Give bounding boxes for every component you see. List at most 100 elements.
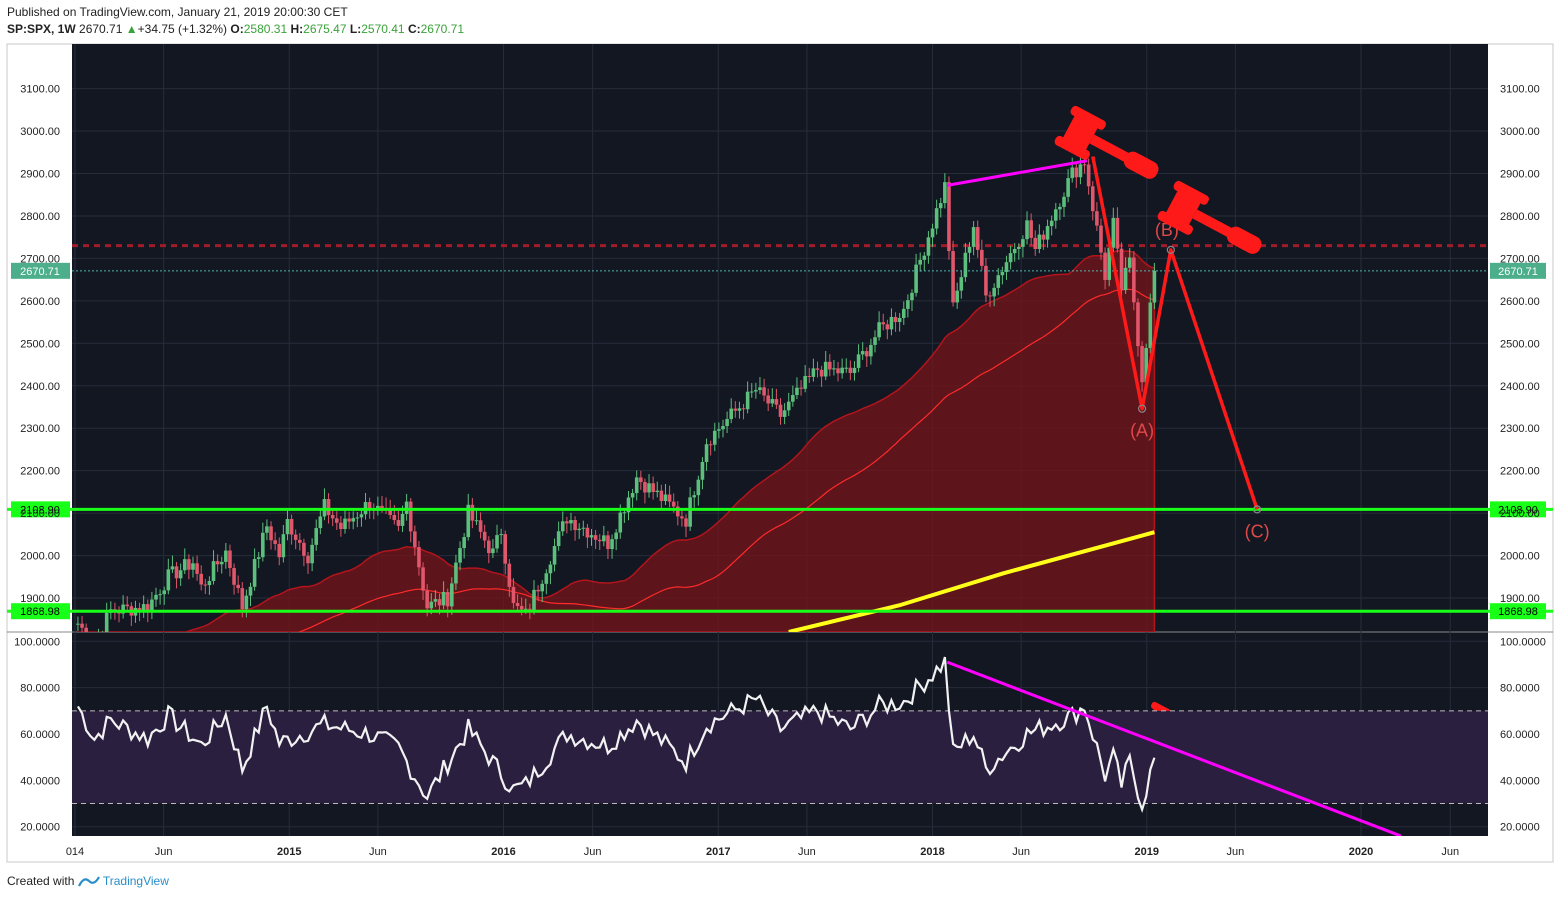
candle-body xyxy=(778,404,783,417)
candle xyxy=(306,551,310,574)
candle-body xyxy=(856,354,861,368)
candle xyxy=(795,377,799,400)
candle-body xyxy=(951,251,955,303)
candle-body xyxy=(1148,302,1153,349)
candle-body xyxy=(421,567,425,591)
candle xyxy=(1004,255,1009,280)
candle-body xyxy=(1037,234,1042,250)
candle xyxy=(413,525,417,556)
candle xyxy=(1140,341,1144,392)
ma200-line xyxy=(788,530,1155,632)
candle-body xyxy=(470,504,475,521)
candle xyxy=(873,330,877,353)
candle-body xyxy=(236,584,240,589)
candle xyxy=(334,511,339,530)
candle-body xyxy=(708,444,713,446)
candle-body xyxy=(441,591,446,606)
candle-body xyxy=(659,490,664,502)
candle-body xyxy=(1012,248,1017,254)
price-tick-right: 2100.00 xyxy=(1500,508,1540,520)
high-label: H: xyxy=(290,22,304,36)
candle-body xyxy=(121,604,125,614)
candle-body xyxy=(1111,217,1116,248)
candle-body xyxy=(832,368,836,370)
candle xyxy=(922,252,927,271)
candle-body xyxy=(437,599,442,606)
support-label-bg xyxy=(1490,501,1546,518)
candle-body xyxy=(404,501,409,514)
candle xyxy=(1086,158,1091,195)
candle-body xyxy=(782,410,787,417)
candle xyxy=(799,380,803,396)
candle-body xyxy=(273,540,277,544)
candle-body xyxy=(154,594,158,600)
candle-body xyxy=(688,497,692,527)
candle xyxy=(758,377,762,395)
candle xyxy=(700,457,705,490)
candle-body xyxy=(873,337,877,345)
time-tick: Jun xyxy=(1227,846,1245,858)
candle-body xyxy=(392,514,397,521)
candle-body xyxy=(1086,164,1091,187)
candle-body xyxy=(343,518,347,530)
candle-body xyxy=(125,604,130,607)
candle xyxy=(154,587,158,607)
candle-body xyxy=(996,275,1001,288)
candle-body xyxy=(848,367,853,373)
close-label: C: xyxy=(407,22,421,36)
support-label-right: 1868.98 xyxy=(1498,606,1538,618)
support-label-left: 1868.98 xyxy=(20,606,60,618)
candle xyxy=(745,381,750,414)
candle xyxy=(552,538,557,572)
price-tick-left: 3000.00 xyxy=(20,126,60,138)
candle xyxy=(963,243,968,282)
candle xyxy=(450,577,454,615)
candle xyxy=(318,508,323,535)
candle-body xyxy=(585,527,590,538)
candle-body xyxy=(799,387,803,389)
candle-body xyxy=(565,521,569,524)
candle xyxy=(351,511,356,530)
tradingview-brand[interactable]: TradingView xyxy=(102,874,169,888)
candle xyxy=(482,524,487,548)
candle xyxy=(885,319,890,340)
candle-body xyxy=(573,520,577,531)
candle-body xyxy=(261,532,265,558)
candle-body xyxy=(281,534,286,558)
candle xyxy=(791,385,795,407)
candle-body xyxy=(80,623,84,628)
candle xyxy=(544,569,549,595)
candle-body xyxy=(306,555,310,564)
candle-body xyxy=(224,550,228,562)
candle-body xyxy=(429,601,434,609)
candle-body xyxy=(922,255,927,260)
candle-body xyxy=(552,546,557,565)
candle-body xyxy=(1070,167,1075,179)
candle-body xyxy=(1119,248,1124,291)
candle-body xyxy=(503,534,508,564)
candle xyxy=(174,562,179,589)
candle-body xyxy=(244,595,249,610)
candle-body xyxy=(581,527,586,529)
price-tick-left: 2800.00 xyxy=(20,211,60,223)
time-tick: Jun xyxy=(155,846,173,858)
candle xyxy=(244,589,249,618)
candle-body xyxy=(885,324,890,330)
candle-body xyxy=(815,368,820,370)
candle xyxy=(322,488,327,521)
time-tick: 2017 xyxy=(706,846,730,858)
candle xyxy=(1099,218,1103,260)
candle xyxy=(860,342,865,360)
candle xyxy=(593,529,598,550)
candle xyxy=(84,623,88,632)
candle-body xyxy=(293,534,298,540)
candle-body xyxy=(618,512,623,533)
candle-body xyxy=(1140,346,1144,383)
candle-body xyxy=(450,583,454,607)
candle xyxy=(269,521,273,550)
time-tick: Jun xyxy=(584,846,602,858)
candle xyxy=(1049,215,1054,236)
candle-body xyxy=(322,499,327,517)
candle-body xyxy=(1152,270,1157,303)
